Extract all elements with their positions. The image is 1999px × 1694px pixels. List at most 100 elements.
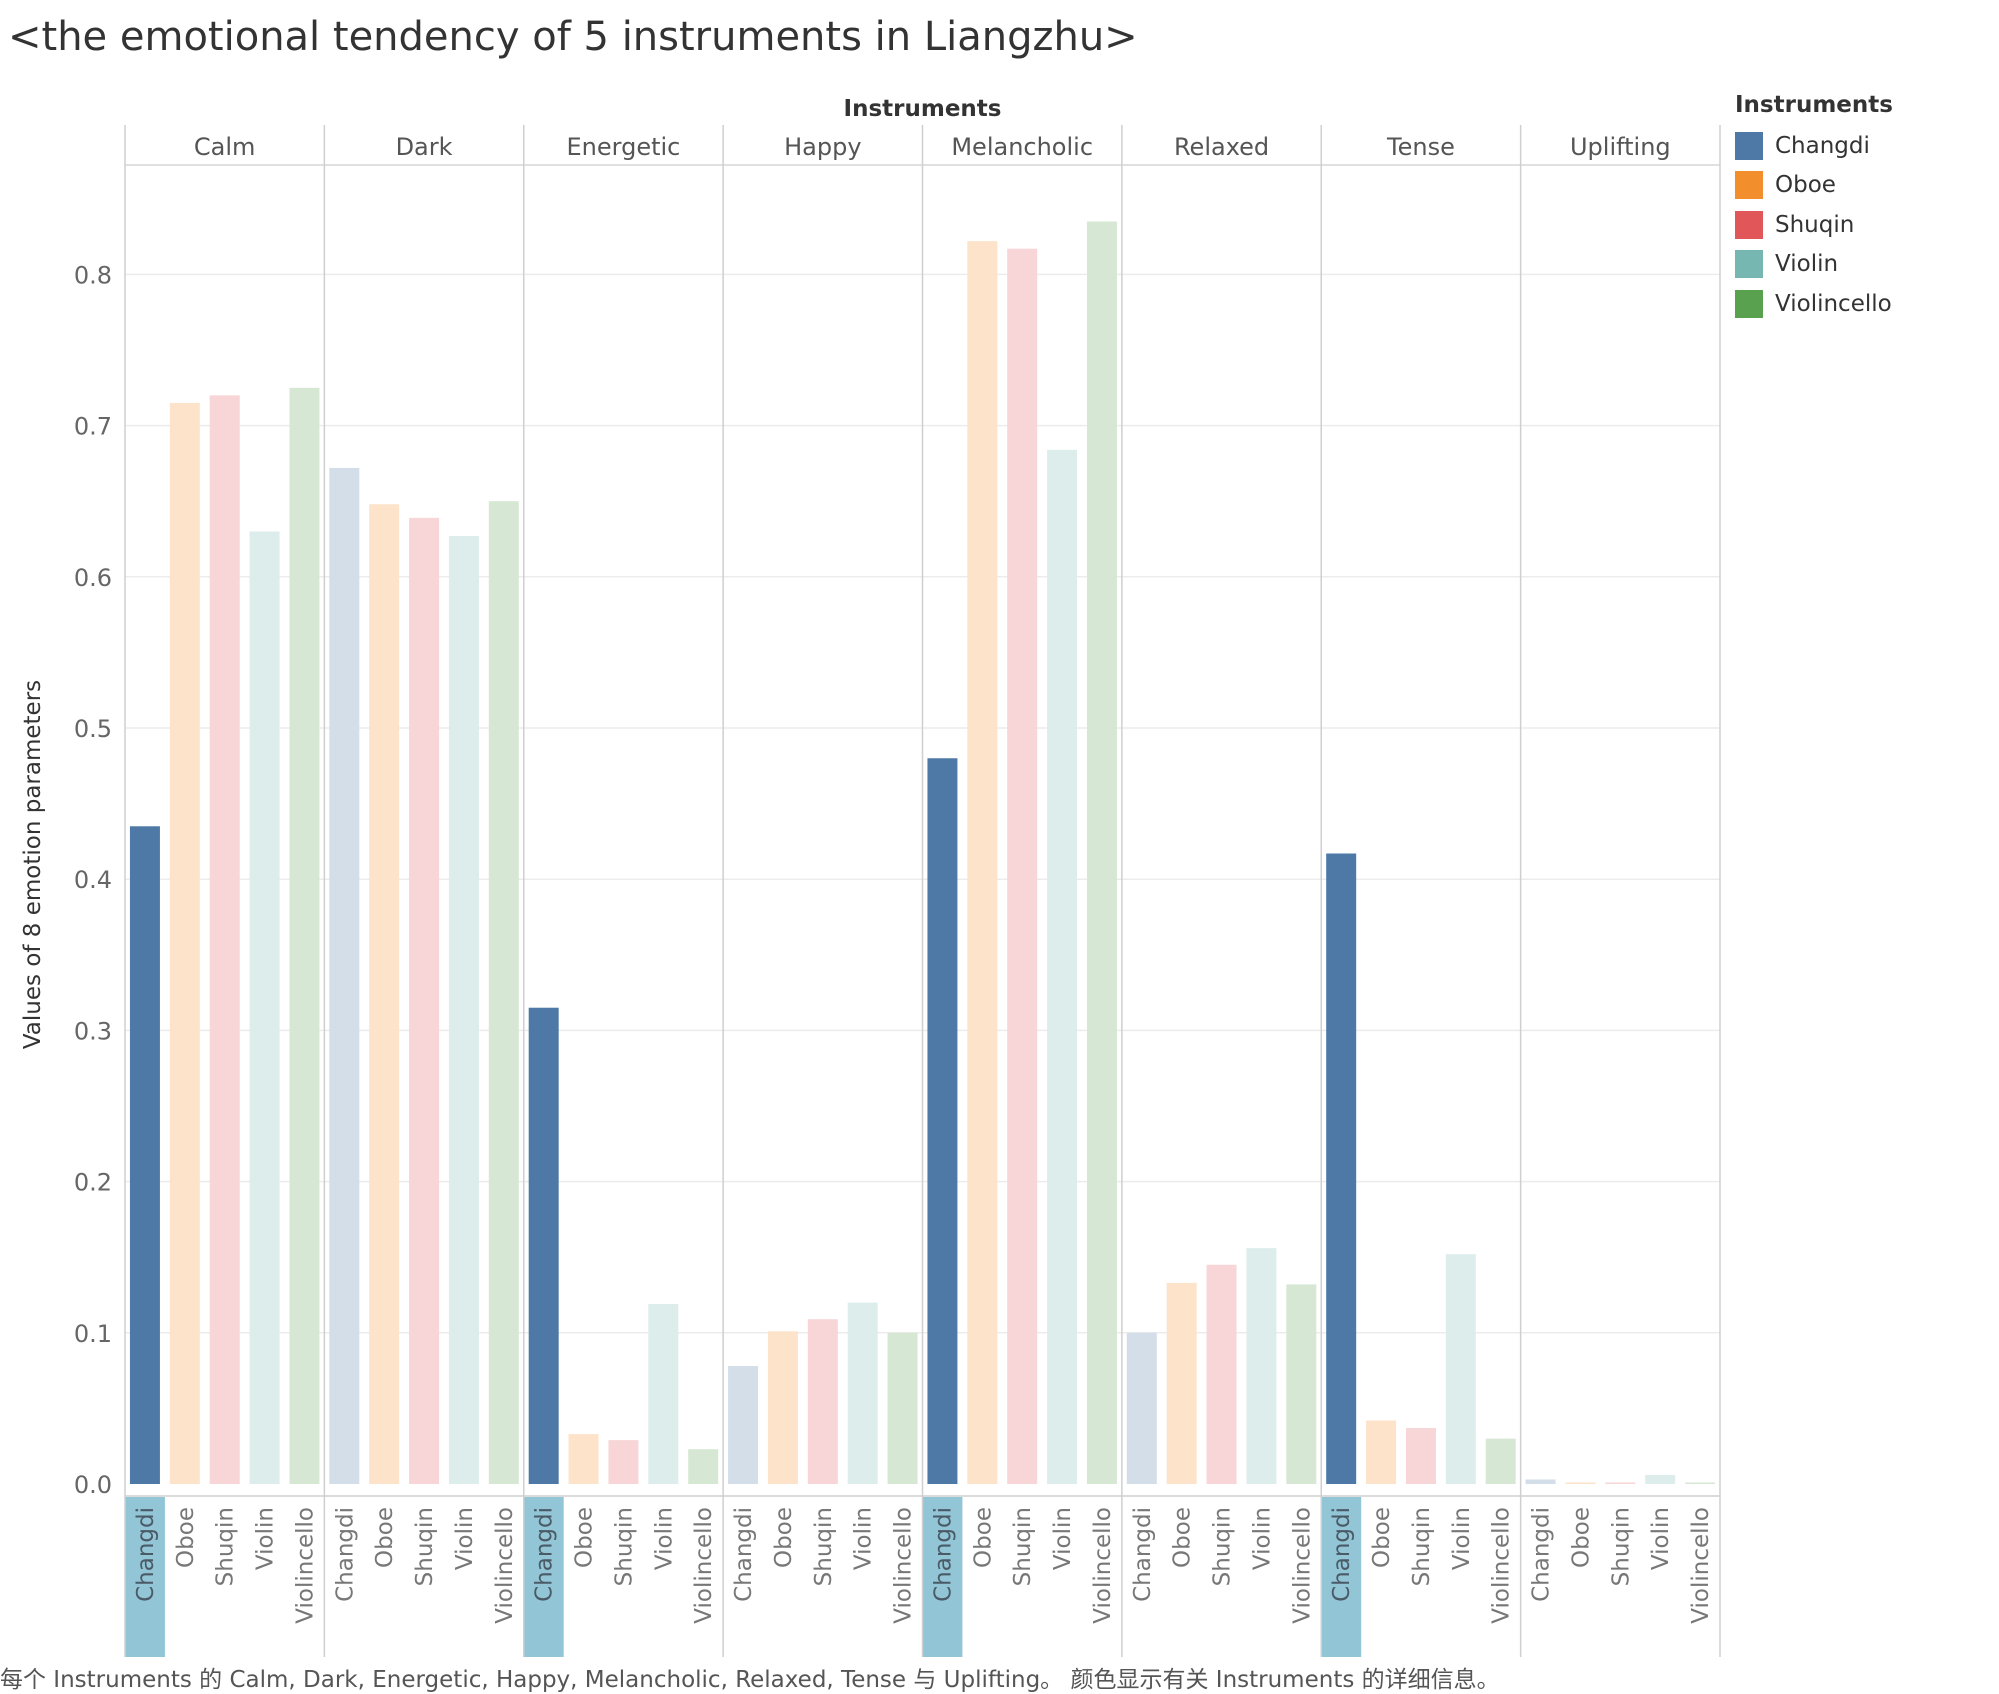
bar-tense-violincello [1485,1438,1516,1484]
bar-happy-violin [847,1302,878,1484]
x-tick-label: Violin [1648,1507,1674,1570]
panel-header-happy: Happy [784,133,861,161]
legend-swatch [1735,289,1763,318]
x-tick-label: Violin [1050,1507,1076,1570]
x-label-highlight [124,1497,165,1657]
x-tick-label: Shuqin [811,1507,837,1586]
bar-relaxed-violin [1246,1248,1277,1484]
x-tick-label: Violincello [1489,1507,1515,1624]
bar-happy-oboe [767,1331,798,1484]
x-tick-label: Violin [851,1507,877,1570]
x-tick-label: Violin [253,1507,279,1570]
x-tick-label: Changdi [1529,1507,1555,1602]
x-tick-label: Violincello [1688,1507,1714,1624]
legend-label: Violin [1775,251,1839,278]
x-tick-label: Oboe [1170,1507,1196,1568]
x-tick-label: Changdi [731,1507,757,1602]
x-tick-label: Changdi [532,1507,558,1602]
column-header-title: Instruments [844,96,1002,122]
bar-relaxed-violincello [1286,1284,1317,1484]
x-tick-label: Violincello [1090,1507,1116,1624]
bar-relaxed-oboe [1166,1282,1197,1484]
legend: Instruments Changdi Oboe Shuqin Violin V… [1735,92,1893,324]
y-axis-label: Values of 8 emotion parameters [20,680,46,1049]
bar-happy-shuqin [807,1319,838,1484]
bar-uplifting-changdi [1525,1479,1556,1484]
x-tick-label: Shuqin [1409,1507,1435,1586]
x-tick-label: Violincello [891,1507,917,1624]
bar-happy-changdi [728,1366,759,1484]
y-tick-label: 0.0 [74,1471,112,1499]
bar-melancholic-shuqin [1007,248,1038,1484]
legend-item-oboe[interactable]: Oboe [1735,166,1893,206]
bar-uplifting-violincello [1685,1482,1716,1484]
panel-header-tense: Tense [1386,133,1455,161]
legend-item-violincello[interactable]: Violincello [1735,284,1893,324]
x-tick-label: Oboe [1369,1507,1395,1568]
bar-relaxed-changdi [1126,1332,1157,1484]
bar-calm-violincello [289,387,320,1484]
y-tick-label: 0.4 [74,866,112,894]
bar-energetic-violin [648,1304,679,1484]
x-tick-label: Changdi [930,1507,956,1602]
y-tick-label: 0.7 [74,413,112,441]
x-tick-label: Shuqin [611,1507,637,1586]
x-tick-label: Oboe [771,1507,797,1568]
legend-swatch [1735,250,1763,279]
legend-label: Changdi [1775,132,1870,159]
x-tick-label: Shuqin [1608,1507,1634,1586]
legend-label: Shuqin [1775,211,1855,238]
bar-uplifting-oboe [1565,1482,1596,1484]
x-tick-label: Violin [651,1507,677,1570]
footer-caption: 每个 Instruments 的 Calm, Dark, Energetic, … [0,1667,1500,1693]
panel-header-dark: Dark [396,133,453,161]
panel-header-uplifting: Uplifting [1570,133,1671,161]
x-tick-label: Violin [452,1507,478,1570]
legend-item-shuqin[interactable]: Shuqin [1735,205,1893,245]
bar-tense-oboe [1366,1420,1397,1484]
x-tick-label: Oboe [372,1507,398,1568]
bar-relaxed-shuqin [1206,1264,1237,1484]
x-tick-label: Oboe [173,1507,199,1568]
x-tick-label: Oboe [970,1507,996,1568]
x-tick-label: Oboe [1568,1507,1594,1568]
bar-dark-oboe [369,504,400,1484]
x-label-highlight [1321,1497,1362,1657]
x-tick-label: Changdi [1329,1507,1355,1602]
chart-title: <the emotional tendency of 5 instruments… [8,14,1138,60]
panel-header-energetic: Energetic [567,133,681,161]
bar-tense-shuqin [1405,1428,1436,1484]
x-tick-label: Violincello [691,1507,717,1624]
legend-item-violin[interactable]: Violin [1735,245,1893,285]
y-tick-label: 0.6 [74,564,112,592]
bar-melancholic-violincello [1086,221,1117,1485]
panel-header-calm: Calm [194,133,256,161]
legend-swatch [1735,210,1763,239]
y-tick-label: 0.1 [74,1320,112,1348]
x-tick-label: Violin [1449,1507,1475,1570]
bar-energetic-shuqin [608,1440,639,1484]
bar-happy-violincello [887,1332,918,1484]
legend-title: Instruments [1735,92,1893,118]
bar-melancholic-oboe [967,241,998,1485]
bar-energetic-violincello [688,1449,719,1484]
bar-tense-violin [1445,1254,1476,1484]
bar-melancholic-changdi [927,758,958,1484]
y-tick-label: 0.2 [74,1169,112,1197]
y-tick-label: 0.8 [74,261,112,289]
legend-swatch [1735,131,1763,160]
x-tick-label: Changdi [1130,1507,1156,1602]
x-tick-label: Violincello [492,1507,518,1624]
bar-energetic-oboe [568,1434,599,1484]
panel-header-melancholic: Melancholic [951,133,1093,161]
bar-dark-changdi [329,467,360,1484]
x-tick-label: Changdi [133,1507,159,1602]
bar-calm-changdi [129,826,160,1484]
bar-dark-violincello [488,501,519,1484]
x-tick-label: Violincello [292,1507,318,1624]
legend-label: Oboe [1775,172,1836,199]
bar-tense-changdi [1326,853,1357,1484]
legend-item-changdi[interactable]: Changdi [1735,126,1893,166]
bar-uplifting-violin [1645,1474,1676,1484]
